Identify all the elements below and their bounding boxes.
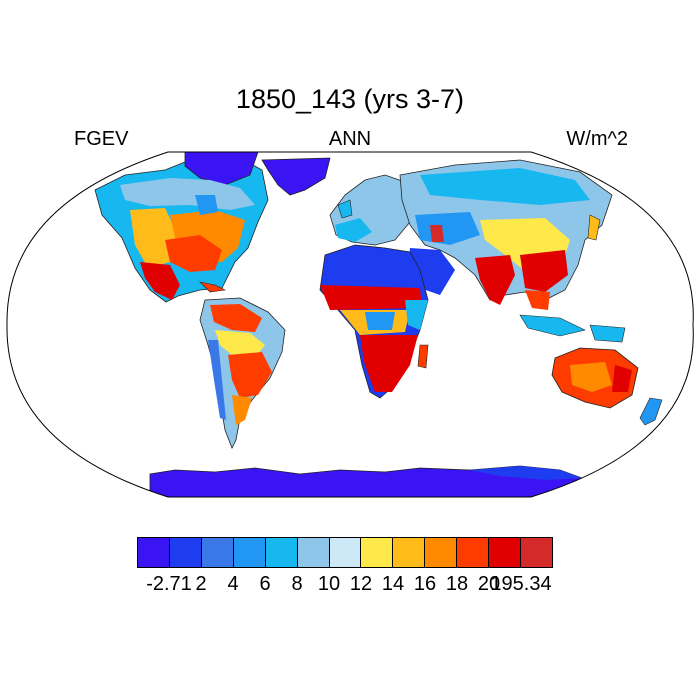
variable-label: FGEV — [74, 128, 129, 150]
season-label: ANN — [328, 128, 372, 150]
colorbar-label: 14 — [381, 573, 405, 595]
land-british-isles — [337, 199, 353, 219]
land-japan — [587, 214, 601, 241]
region-southern-africa — [360, 335, 418, 392]
colorbar-label: 16 — [413, 573, 437, 595]
region-la-plata — [232, 395, 252, 425]
colorbar-labels: -2.71 2 4 6 8 10 12 14 16 18 20 195.34 — [0, 573, 700, 599]
region-andes — [208, 340, 226, 420]
region-caspian — [430, 225, 444, 242]
region-amazon — [215, 330, 265, 358]
region-congo — [365, 312, 395, 330]
colorbar — [137, 537, 553, 568]
colorbar-swatch — [265, 538, 298, 567]
colorbar-swatch — [457, 538, 490, 567]
colorbar-label: 6 — [259, 573, 271, 595]
colorbar-label: 20 — [477, 573, 501, 595]
region-amazon-north — [210, 304, 262, 332]
colorbar-label: 8 — [291, 573, 303, 595]
region-us-west — [130, 208, 178, 268]
land-caribbean — [199, 281, 227, 293]
colorbar-swatch — [521, 538, 552, 567]
units-label: W/m^2 — [566, 128, 628, 150]
region-siberia — [420, 168, 590, 205]
colorbar-swatch — [329, 538, 362, 567]
colorbar-swatch — [233, 538, 266, 567]
land-greenland — [261, 157, 331, 196]
region-brazil-south — [228, 352, 272, 398]
colorbar-label: 195.34 — [490, 573, 552, 595]
region-india — [475, 255, 515, 305]
colorbar-swatch — [138, 538, 170, 567]
region-central-asia — [415, 212, 480, 245]
colorbar-swatch — [393, 538, 426, 567]
land-new-guinea — [589, 324, 626, 343]
colorbar-label: 12 — [349, 573, 373, 595]
region-sahel — [320, 285, 422, 310]
plot-title: 1850_143 (yrs 3-7) — [235, 84, 465, 114]
region-se-asia — [525, 290, 550, 310]
land-madagascar — [417, 344, 429, 369]
colorbar-swatch — [201, 538, 234, 567]
colorbar-swatch — [169, 538, 202, 567]
map-boundary — [6, 151, 694, 498]
colorbar-label: -2.71 — [146, 573, 192, 595]
region-europe-west — [335, 218, 372, 242]
land-antarctica-edge — [470, 466, 582, 480]
land-indonesia — [519, 314, 586, 337]
colorbar-label: 2 — [195, 573, 207, 595]
region-mexico — [140, 262, 180, 300]
colorbar-label: 4 — [227, 573, 239, 595]
region-australia-east — [612, 365, 632, 392]
region-hudson — [195, 195, 218, 215]
region-canada — [120, 178, 255, 210]
colorbar-swatch — [489, 538, 522, 567]
colorbar-label: 10 — [317, 573, 341, 595]
colorbar-swatch — [425, 538, 458, 567]
region-australia-interior — [570, 362, 612, 392]
region-china-south — [520, 250, 568, 292]
region-us-south — [165, 235, 222, 272]
colorbar-label: 18 — [445, 573, 469, 595]
colorbar-swatch — [297, 538, 330, 567]
region-east-africa — [405, 300, 428, 330]
land-new-zealand — [639, 397, 663, 426]
colorbar-swatch — [361, 538, 394, 567]
